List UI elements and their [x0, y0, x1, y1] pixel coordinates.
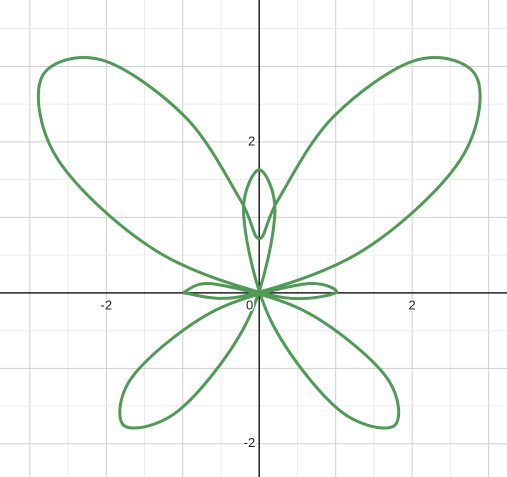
y-tick-label: 2 — [248, 133, 255, 148]
curve — [36, 56, 482, 430]
y-tick-label: -2 — [244, 435, 256, 450]
x-tick-label: 2 — [409, 297, 416, 312]
x-tick-label: 0 — [246, 297, 253, 312]
x-tick-label: -2 — [101, 297, 113, 312]
